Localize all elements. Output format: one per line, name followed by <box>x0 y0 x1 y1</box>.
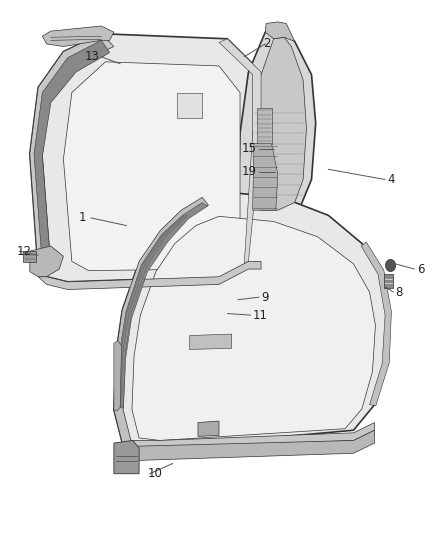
PathPatch shape <box>265 22 295 42</box>
Text: 4: 4 <box>387 173 395 186</box>
PathPatch shape <box>198 421 219 437</box>
PathPatch shape <box>38 261 261 289</box>
PathPatch shape <box>114 440 139 474</box>
PathPatch shape <box>253 144 278 210</box>
Circle shape <box>385 260 396 272</box>
PathPatch shape <box>30 34 114 276</box>
PathPatch shape <box>114 197 208 448</box>
Text: 9: 9 <box>261 290 268 304</box>
PathPatch shape <box>114 341 121 411</box>
PathPatch shape <box>42 26 114 46</box>
Text: 13: 13 <box>84 50 99 63</box>
PathPatch shape <box>122 430 374 461</box>
Text: 10: 10 <box>148 467 162 480</box>
PathPatch shape <box>114 192 387 448</box>
PathPatch shape <box>34 41 110 268</box>
PathPatch shape <box>117 203 208 408</box>
PathPatch shape <box>64 62 240 271</box>
Text: 6: 6 <box>417 263 424 276</box>
PathPatch shape <box>30 34 261 282</box>
Text: 8: 8 <box>396 286 403 298</box>
PathPatch shape <box>384 274 393 288</box>
PathPatch shape <box>132 216 375 440</box>
PathPatch shape <box>257 108 272 144</box>
PathPatch shape <box>251 37 307 210</box>
PathPatch shape <box>374 359 389 405</box>
Text: 11: 11 <box>253 309 268 321</box>
PathPatch shape <box>122 423 374 448</box>
PathPatch shape <box>177 93 202 118</box>
PathPatch shape <box>190 334 232 350</box>
PathPatch shape <box>238 31 316 216</box>
Text: 15: 15 <box>242 142 257 155</box>
Text: 19: 19 <box>242 165 257 179</box>
PathPatch shape <box>361 242 392 406</box>
Text: 12: 12 <box>17 245 32 257</box>
PathPatch shape <box>24 251 36 262</box>
PathPatch shape <box>219 39 261 264</box>
Text: 2: 2 <box>263 37 271 51</box>
PathPatch shape <box>30 246 64 277</box>
Text: 1: 1 <box>79 212 87 224</box>
